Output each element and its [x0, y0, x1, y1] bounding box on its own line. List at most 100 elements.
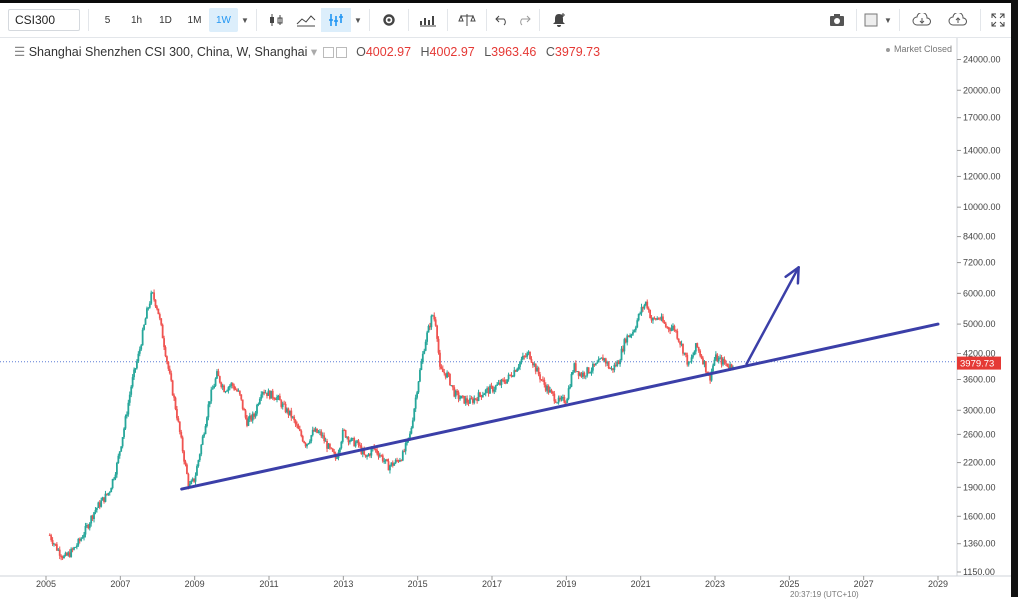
candle-body	[514, 370, 517, 372]
candle-body	[689, 361, 692, 363]
candle-body	[703, 361, 706, 365]
candle-body	[454, 390, 457, 397]
symbol-search-input[interactable]: CSI300	[8, 9, 80, 31]
candle-body	[286, 408, 288, 413]
candle-body	[359, 444, 361, 446]
y-tick-label: 2200.00	[963, 458, 996, 468]
interval-1h[interactable]: 1h	[130, 14, 143, 26]
y-tick-label: 4200.00	[963, 349, 996, 359]
candle-body	[48, 535, 51, 537]
candle-body	[722, 358, 724, 365]
candle-body	[413, 408, 416, 421]
interval-1w[interactable]: 1W	[209, 8, 238, 32]
candle-body	[437, 338, 440, 353]
rect-icon[interactable]	[861, 8, 881, 32]
redo-icon[interactable]	[513, 8, 535, 32]
fullscreen-icon[interactable]	[985, 8, 1011, 32]
candle-body	[449, 373, 451, 386]
candle-body	[250, 415, 253, 421]
indicators-dropdown-icon[interactable]: ▼	[354, 15, 362, 25]
candle-body	[539, 374, 541, 380]
alert-icon[interactable]	[544, 8, 574, 32]
candle-body	[374, 448, 377, 450]
y-tick-label: 3600.00	[963, 375, 996, 385]
rect-dropdown-icon[interactable]: ▼	[884, 15, 892, 25]
compare-icon[interactable]	[291, 8, 321, 32]
candle-body	[569, 386, 571, 389]
cloud-down-icon[interactable]	[904, 8, 940, 32]
candle-body	[540, 379, 543, 381]
candle-body	[267, 390, 270, 396]
candle-body	[682, 343, 684, 354]
candle-body	[379, 455, 381, 457]
candle-body	[233, 385, 236, 390]
interval-5[interactable]: 5	[104, 14, 111, 26]
candle-body	[604, 358, 607, 364]
undo-icon[interactable]	[491, 8, 513, 32]
candle-body	[70, 548, 73, 557]
candle-body	[720, 357, 723, 365]
candle-body	[364, 454, 367, 457]
candles-icon[interactable]	[261, 8, 291, 32]
candle-body	[143, 324, 145, 330]
candle-body	[187, 473, 190, 487]
candle-body	[131, 377, 134, 387]
support-trendline[interactable]	[180, 322, 940, 491]
candle-body	[277, 395, 280, 398]
camera-icon[interactable]	[822, 8, 852, 32]
indicators-icon[interactable]	[321, 8, 351, 32]
legend-dropdown-icon[interactable]: ▾	[310, 45, 318, 59]
projection-arrow[interactable]	[745, 266, 800, 366]
legend-low-value: 3963.46	[491, 45, 537, 59]
candle-body	[386, 459, 388, 462]
candle-body	[124, 416, 127, 429]
interval-dropdown-icon[interactable]: ▼	[241, 15, 249, 25]
candle-body	[530, 359, 533, 363]
candle-body	[68, 552, 71, 557]
candle-body	[383, 461, 386, 462]
cloud-up-icon[interactable]	[940, 8, 976, 32]
templates-icon[interactable]	[413, 8, 443, 32]
candle-body	[717, 357, 720, 362]
candle-body	[694, 343, 697, 352]
candle-body	[346, 436, 348, 438]
candle-body	[729, 364, 732, 369]
legend-settings-icon[interactable]	[335, 47, 347, 59]
candle-body	[141, 329, 144, 346]
candle-body	[148, 303, 151, 308]
candle-body	[95, 507, 98, 510]
interval-1d[interactable]: 1D	[159, 14, 172, 26]
candle-body	[84, 525, 87, 535]
settings-icon[interactable]	[374, 8, 404, 32]
legend-open-label: O	[356, 45, 366, 59]
candle-body	[501, 379, 504, 381]
candle-body	[494, 385, 497, 390]
candle-body	[98, 502, 101, 507]
y-tick-label: 1150.00	[963, 567, 995, 577]
candle-body	[633, 330, 636, 332]
candle-body	[328, 443, 331, 448]
scale-icon[interactable]	[452, 8, 482, 32]
candle-body	[676, 330, 679, 339]
candle-body	[316, 428, 318, 433]
candle-body	[134, 368, 137, 370]
candle-body	[238, 390, 241, 395]
legend-menu-icon[interactable]: ☰	[14, 45, 26, 59]
candle-body	[218, 376, 221, 383]
candle-body	[630, 334, 633, 336]
candle-body	[93, 512, 95, 520]
candle-body	[281, 403, 284, 407]
candle-body	[304, 443, 307, 447]
y-tick-label: 5000.00	[963, 319, 996, 329]
candle-body	[178, 421, 181, 432]
legend-eye-icon[interactable]	[322, 47, 334, 59]
candle-body	[544, 384, 547, 391]
candle-body	[600, 357, 603, 359]
x-tick-label: 2019	[556, 579, 576, 589]
candle-body	[629, 335, 631, 338]
interval-1m[interactable]: 1M	[187, 14, 202, 26]
candle-body	[441, 368, 444, 373]
candle-body	[123, 428, 125, 438]
candle-body	[264, 392, 267, 394]
